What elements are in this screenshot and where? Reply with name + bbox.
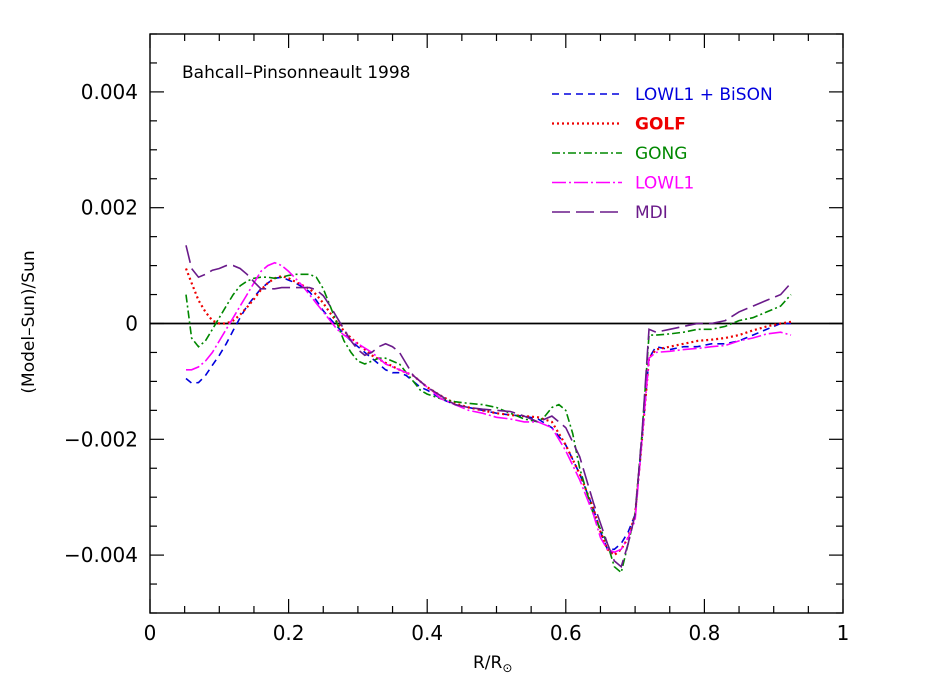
legend-label: LOWL1 [635,174,694,194]
x-axis-label-main: R/R [473,653,503,673]
legend-label: LOWL1 + BiSON [635,85,773,105]
series-line-lowl1-bison [185,276,791,551]
legend: LOWL1 + BiSON GOLF GONG LOWL1 MDI [552,85,773,223]
y-tick-label: −0.004 [64,543,138,567]
legend-label: MDI [635,203,668,223]
x-axis-label: R/R⊙ [473,653,512,675]
x-tick-label: 0.2 [273,621,305,645]
series-line-mdi [185,245,792,569]
x-tick-label: 0.4 [411,621,443,645]
y-tick-label: 0 [125,312,138,336]
legend-label: GOLF [635,115,686,135]
x-tick-label: 0 [144,621,157,645]
y-axis-label: (Model–Sun)/Sun [19,250,39,393]
series-line-gong [185,273,792,574]
series-line-golf [184,268,792,557]
x-tick-label: 1 [837,621,850,645]
y-tick-label: 0.004 [81,80,138,104]
chart-title: Bahcall–Pinsonneault 1998 [182,63,410,83]
x-tick-labels: 0 0.2 0.4 0.6 0.8 1 [144,621,850,645]
y-tick-label: 0.002 [81,196,138,220]
y-tick-labels: −0.004 −0.002 0 0.002 0.004 [64,80,138,567]
series-line-lowl1 [186,261,792,554]
axis-ticks [149,33,844,614]
x-tick-label: 0.6 [550,621,582,645]
x-tick-label: 0.8 [688,621,720,645]
x-axis-label-sub: ⊙ [502,661,512,675]
y-tick-label: −0.002 [64,427,138,451]
series-group [184,245,792,574]
legend-label: GONG [635,144,687,164]
